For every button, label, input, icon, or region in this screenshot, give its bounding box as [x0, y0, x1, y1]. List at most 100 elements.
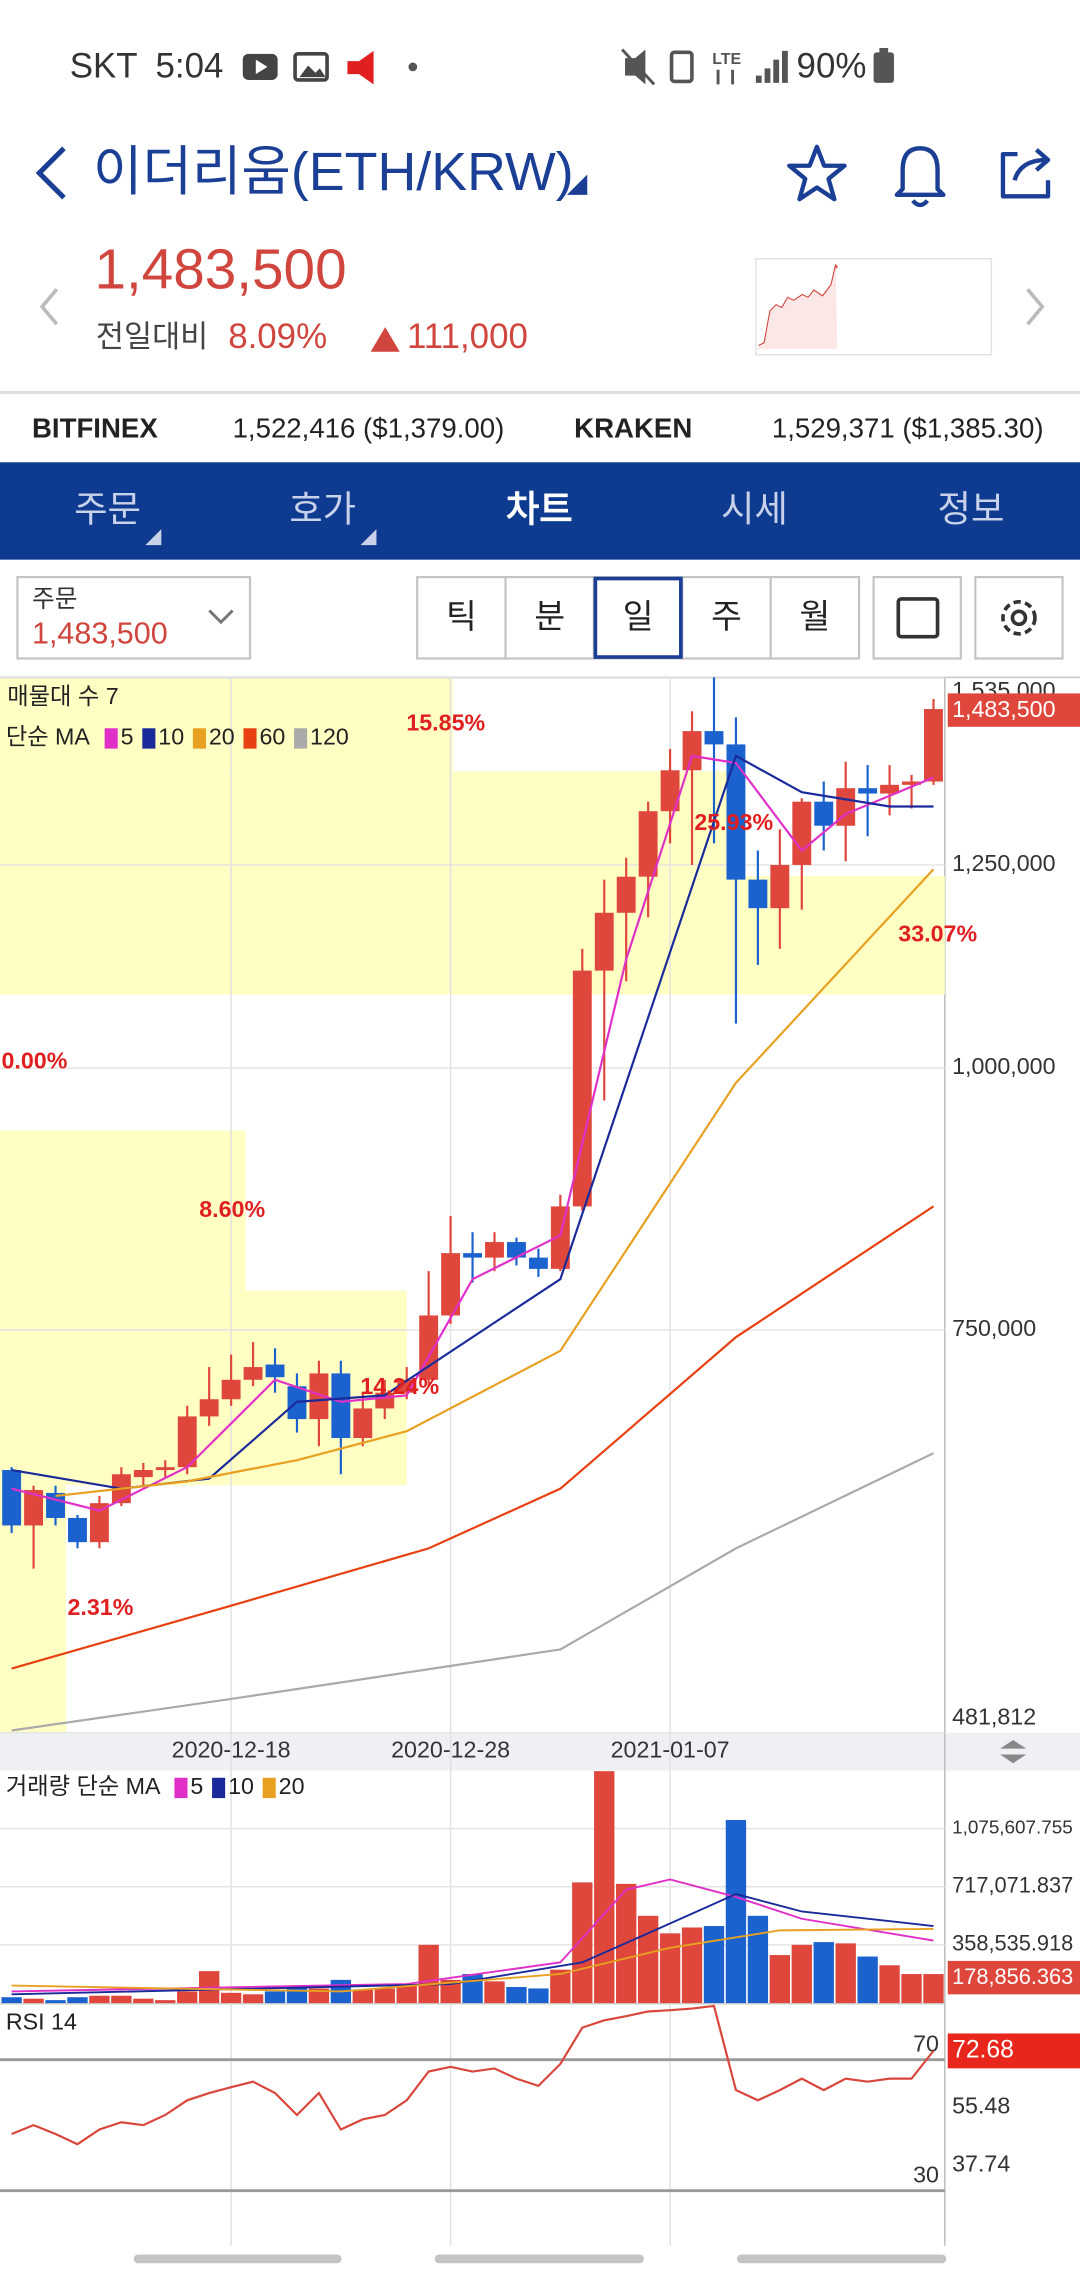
period-selected	[593, 576, 683, 659]
resize-handle[interactable]	[1000, 1739, 1027, 1764]
volume-profile-label: 25.93%	[694, 809, 773, 835]
tab[interactable]: 시세	[721, 488, 788, 529]
legend-label: 5	[121, 724, 134, 750]
volume-bar	[550, 1969, 571, 2004]
next-coin[interactable]	[1026, 288, 1045, 326]
order-box[interactable]	[16, 576, 252, 660]
sparkline-fill	[758, 266, 838, 349]
tab[interactable]: 주문	[74, 488, 141, 529]
mute-slash	[621, 48, 656, 86]
order-box-label: 주문	[32, 586, 77, 613]
period-button[interactable]	[769, 576, 861, 660]
last-price-tag	[947, 693, 1080, 727]
current-price: 1,483,500	[94, 238, 346, 301]
volume-ma-line	[11, 1878, 934, 1993]
megaphone-icon	[347, 50, 374, 85]
legend-swatch	[294, 728, 308, 749]
exchange-name: BITFINEX	[32, 413, 158, 444]
volume-profile-bar	[0, 771, 741, 877]
volume-bar	[725, 1819, 747, 2004]
legend-title: 단순 MA	[6, 724, 91, 750]
candle-body	[726, 744, 746, 880]
volume-bar	[835, 1943, 856, 2004]
y-tick-label: 1,250,000	[952, 850, 1056, 876]
chart-type-button[interactable]	[872, 576, 962, 660]
legend-label: 20	[209, 724, 235, 750]
rsi-last-tag	[947, 2033, 1080, 2069]
coin-title[interactable]: 이더리움(ETH/KRW)	[93, 142, 574, 202]
volume-bar	[308, 1988, 330, 2004]
candle-body	[46, 1492, 65, 1518]
period-label: 주	[711, 599, 742, 636]
volume-ma-line	[11, 1927, 934, 1993]
battery-tip	[879, 48, 889, 54]
order-box-chevron	[208, 609, 234, 625]
y-tick-label: 481,812	[952, 1703, 1036, 1729]
legend-swatch	[192, 728, 206, 749]
volume-bar	[111, 1995, 132, 2004]
volume-bar	[133, 1998, 154, 2004]
candle-body	[441, 1253, 461, 1316]
volume-profile-bar	[0, 1130, 246, 1291]
exchange-name: KRAKEN	[574, 413, 692, 444]
chart-type-icon	[896, 597, 940, 639]
legend-label: 60	[259, 724, 285, 750]
ma-line	[55, 868, 935, 1497]
favorite-button[interactable]	[787, 144, 847, 202]
up-triangle	[370, 327, 400, 352]
candle-body	[89, 1503, 109, 1543]
candle-body	[24, 1490, 44, 1526]
battery-icon	[873, 52, 894, 83]
volume-bar	[791, 1944, 812, 2004]
candle-body	[353, 1408, 373, 1439]
candle-body	[770, 864, 790, 909]
volume-bar	[67, 1997, 88, 2004]
ma-line	[11, 1452, 934, 1732]
volume-bar	[681, 1927, 703, 2004]
carrier: SKT	[70, 47, 138, 86]
rsi-last-label: 72.68	[952, 2036, 1014, 2063]
tab[interactable]: 차트	[506, 488, 573, 529]
candle-body	[133, 1470, 153, 1478]
y-tick-label: 1,075,607.755	[952, 1818, 1073, 1839]
settings-gear	[1001, 600, 1037, 636]
volume-bar	[506, 1987, 527, 2004]
volume-bar	[901, 1974, 922, 2004]
candle-body	[265, 1364, 285, 1378]
volume-bar	[703, 1926, 725, 2004]
volume-profile-label: 33.07%	[898, 920, 977, 946]
ma-line	[11, 1205, 935, 1670]
tab[interactable]: 정보	[938, 488, 1005, 529]
period-label: 월	[799, 599, 830, 636]
period-button[interactable]	[504, 576, 596, 660]
data-arrows	[716, 69, 735, 85]
y-tick-label: 55.48	[952, 2092, 1010, 2118]
back-button[interactable]	[35, 146, 66, 200]
recycle-icon	[669, 50, 694, 84]
exchange-price: 1,522,416 ($1,379.00)	[233, 413, 505, 444]
volume-bar	[484, 1981, 505, 2004]
order-box-value: 1,483,500	[32, 616, 168, 650]
ma-line	[11, 754, 934, 1512]
volume-bar	[923, 1974, 944, 2004]
candle-body	[155, 1467, 175, 1471]
prev-coin[interactable]	[39, 288, 59, 326]
settings-button[interactable]	[974, 576, 1064, 660]
volume-bar	[242, 1994, 264, 2004]
y-tick-label: 750,000	[952, 1315, 1036, 1341]
candle-body	[2, 1470, 22, 1526]
notification-dot	[408, 62, 418, 72]
x-tick-label: 2020-12-28	[391, 1737, 510, 1763]
legend-swatch	[174, 1777, 188, 1799]
share-button[interactable]	[1000, 148, 1051, 199]
legend-label: 5	[190, 1773, 203, 1799]
candle-body	[682, 731, 702, 771]
tab[interactable]: 호가	[289, 488, 356, 529]
period-button[interactable]	[416, 576, 507, 660]
candle-body	[177, 1416, 197, 1468]
image-icon	[293, 52, 329, 82]
youtube-play	[255, 59, 268, 75]
alarm-button[interactable]	[894, 146, 946, 208]
volume-bar	[374, 1988, 395, 2004]
